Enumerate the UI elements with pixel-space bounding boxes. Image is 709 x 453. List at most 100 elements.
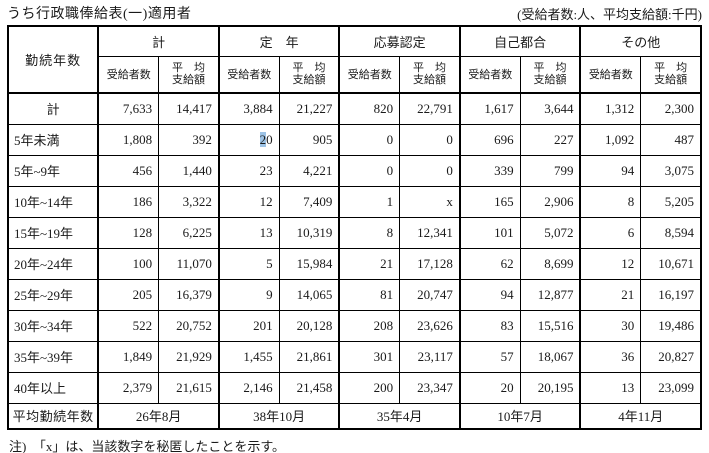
data-cell: 94 [458,278,521,311]
table-row: 40年以上 2,379 21,615 2,146 21,458 200 23,347 20 20… [7,371,702,404]
data-cell: 392 [158,123,220,156]
data-cell: 21,861 [278,340,340,373]
data-cell: 208 [338,309,401,342]
data-cell: 820 [338,92,401,125]
data-cell: 62 [458,247,521,280]
data-cell: 18,067 [519,340,581,373]
data-cell: 23,347 [399,371,461,404]
row-label: 15年~19年 [7,216,100,249]
data-cell: 522 [97,309,160,342]
data-cell: 21,929 [158,340,220,373]
data-cell: 20,827 [640,340,702,373]
data-cell: 200 [338,371,401,404]
data-cell: 5,205 [640,185,702,218]
data-cell: 6 [579,216,642,249]
data-cell: 2,379 [97,371,160,404]
table-row: 20年~24年 100 11,070 5 15,984 21 17,128 62 8,699 12… [7,247,702,280]
subheader-recipients: 受給者数 [97,55,160,94]
data-cell: 11,070 [158,247,220,280]
retirement-allowance-table: 勤続年数 計 定 年 応募認定 自己都合 その他 受給者数 平 均 支給額 受給… [7,25,702,430]
group-header-application-approved: 応募認定 [338,25,461,57]
row-label: 25年~29年 [7,278,100,311]
data-cell: 9 [217,278,280,311]
data-cell: 16,197 [640,278,702,311]
subheader-average: 平 均 支給額 [158,55,220,94]
data-cell: 1 [338,185,401,218]
data-cell: 21,615 [158,371,220,404]
data-cell: 205 [97,278,160,311]
data-cell: 0 [399,154,461,187]
sub-header-row: 受給者数 平 均 支給額 受給者数 平 均 支給額 受給者数 平 均 支給額 受… [8,55,702,94]
data-cell: x [399,185,461,218]
group-header-other: その他 [579,25,702,57]
data-cell: 128 [97,216,160,249]
subheader-average: 平 均 支給額 [640,55,702,94]
table-row: 35年~39年 1,849 21,929 1,455 21,861 301 23,117 57… [7,340,702,373]
subheader-average: 平 均 支給額 [519,55,581,94]
page-title: うち行政職俸給表(一)適用者 [7,7,192,22]
data-cell: 23,099 [640,371,702,404]
average-service-years-row: 平均勤続年数 26年8月 38年10月 35年4月 10年7月 4年11月 [7,402,702,430]
data-cell: 23,626 [399,309,461,342]
data-cell: 10,319 [278,216,340,249]
data-cell: 6,225 [158,216,220,249]
data-cell: 1,849 [97,340,160,373]
data-cell: 227 [519,123,581,156]
data-cell: 0 [338,123,401,156]
data-cell: 4,221 [278,154,340,187]
data-cell: 14,065 [278,278,340,311]
data-cell: 186 [97,185,160,218]
data-cell: 799 [519,154,581,187]
row-label: 10年~14年 [7,185,100,218]
data-cell: 12 [579,247,642,280]
table-row: 30年~34年 522 20,752 201 20,128 208 23,626 83 15,5… [7,309,702,342]
table-row: 5年~9年 456 1,440 23 4,221 0 0 339 799 94 3,075 [7,154,702,187]
data-cell: 12 [217,185,280,218]
data-cell: 12,877 [519,278,581,311]
data-cell: 15,984 [278,247,340,280]
group-header-mandatory-retirement: 定 年 [217,25,340,57]
data-cell: 1,808 [97,123,160,156]
data-cell: 1,440 [158,154,220,187]
data-cell: 3,644 [519,92,581,125]
data-cell: 13 [579,371,642,404]
data-cell: 0 [338,154,401,187]
data-cell: 3,322 [158,185,220,218]
data-cell: 20,752 [158,309,220,342]
row-label: 40年以上 [7,371,100,404]
data-cell: 456 [97,154,160,187]
data-cell: 15,516 [519,309,581,342]
table-row: 5年未満 1,808 392 20 905 0 0 696 227 1,092 487 [7,123,702,156]
row-label: 30年~34年 [7,309,100,342]
data-cell: 19,486 [640,309,702,342]
data-cell: 94 [579,154,642,187]
row-label: 5年~9年 [7,154,100,187]
data-cell: 23,117 [399,340,461,373]
data-cell: 20 [458,371,521,404]
data-cell: 20 [217,123,280,156]
data-cell: 201 [217,309,280,342]
data-cell: 8 [579,185,642,218]
data-cell: 83 [458,309,521,342]
table-row: 15年~19年 128 6,225 13 10,319 8 12,341 101 5,072 6 8… [7,216,702,249]
data-cell: 2,906 [519,185,581,218]
row-label: 20年~24年 [7,247,100,280]
title-bar: うち行政職俸給表(一)適用者 (受給者数:人、平均支給額:千円) [7,3,702,23]
selection-highlight: 2 [259,131,267,147]
data-cell: 7,409 [278,185,340,218]
subheader-average: 平 均 支給額 [399,55,461,94]
data-cell: 8,594 [640,216,702,249]
data-cell: 20,195 [519,371,581,404]
unit-note: (受給者数:人、平均支給額:千円) [517,7,702,22]
data-cell: 81 [338,278,401,311]
table-row: 計 7,633 14,417 3,884 21,227 820 22,791 1,617 3,6… [7,92,702,125]
data-cell: 21,227 [278,92,340,125]
data-cell: 3,075 [640,154,702,187]
data-cell: 21 [338,247,401,280]
data-cell: 5,072 [519,216,581,249]
data-cell: 1,455 [217,340,280,373]
data-cell: 165 [458,185,521,218]
footer-value-application-approved: 35年4月 [338,402,461,430]
data-cell: 13 [217,216,280,249]
